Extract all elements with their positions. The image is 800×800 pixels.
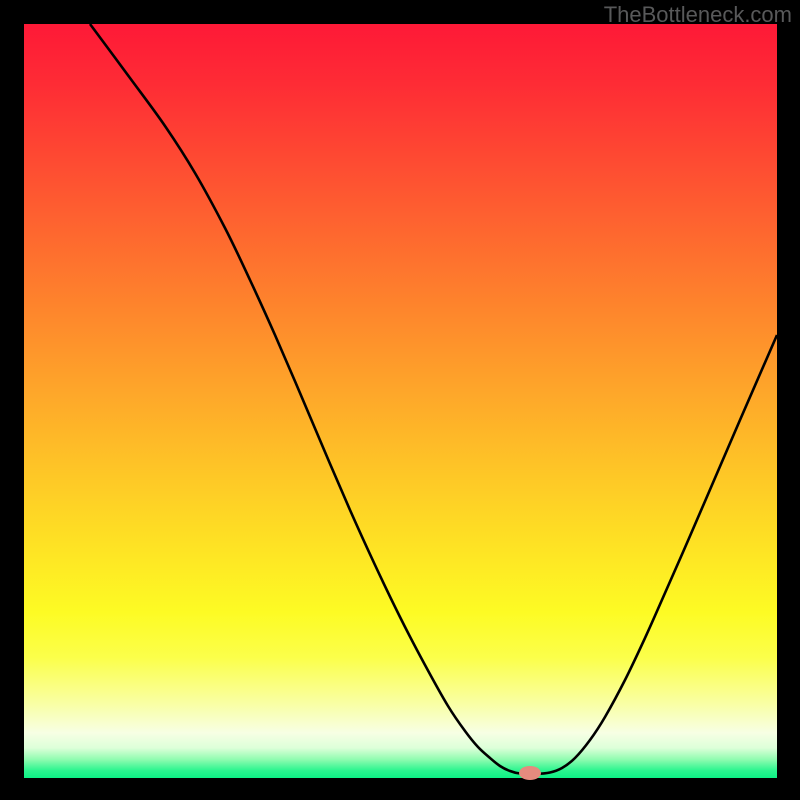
watermark-text: TheBottleneck.com — [604, 2, 792, 28]
chart-container: TheBottleneck.com — [0, 0, 800, 800]
bottleneck-chart-svg — [0, 0, 800, 800]
optimal-marker — [519, 766, 541, 780]
gradient-background — [24, 24, 777, 778]
